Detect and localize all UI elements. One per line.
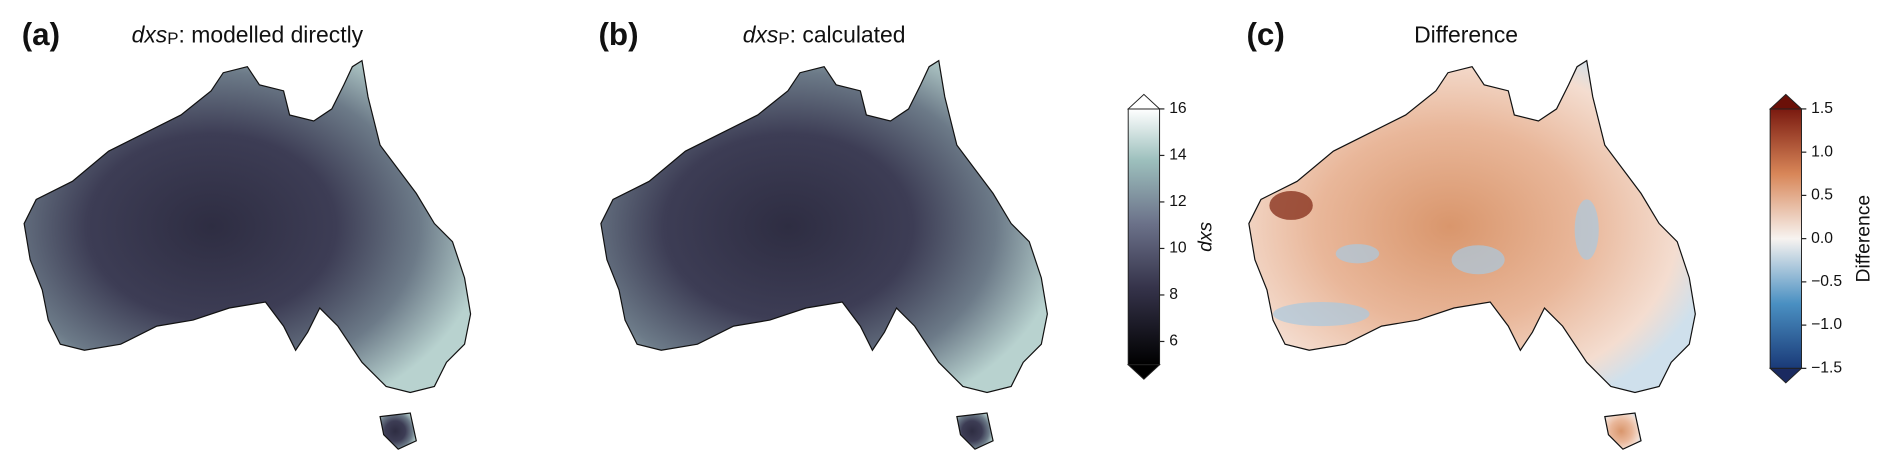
map-land	[379, 412, 417, 450]
title-variable: dxs	[132, 22, 168, 48]
map-land	[956, 412, 994, 450]
map-patch	[1335, 244, 1380, 264]
colorbar-tick-label: −1.0	[1811, 316, 1842, 333]
map-patch	[1451, 245, 1505, 275]
colorbar-tick-label: 16	[1169, 100, 1187, 117]
colorbar-extend	[1768, 367, 1803, 384]
title-text: : calculated	[790, 22, 906, 48]
title-text: Difference	[1414, 22, 1518, 48]
colorbar-tick-label: −1.5	[1811, 359, 1842, 376]
map-land	[23, 59, 472, 394]
panel-title: Difference	[1414, 22, 1518, 48]
colorbar-extend	[1126, 364, 1161, 380]
colorbar-tick-label: 6	[1169, 333, 1178, 350]
panel-title: dxsP: calculated	[743, 22, 906, 49]
panel-label: (c)	[1246, 17, 1284, 52]
colorbar-label: Difference	[1853, 195, 1874, 283]
colorbar-extend	[1768, 93, 1803, 110]
colorbar-tick-label: 1.0	[1811, 143, 1833, 160]
colorbar-tick-label: 0.0	[1811, 230, 1833, 247]
title-subscript: P	[167, 30, 178, 49]
colorbar-tick-label: −0.5	[1811, 273, 1842, 290]
colorbar	[1769, 108, 1802, 369]
colorbar-tick-label: 0.5	[1811, 187, 1833, 204]
map-patch	[1272, 301, 1370, 327]
colorbar-label: dxs	[1196, 221, 1217, 251]
colorbar-tick-label: 8	[1169, 286, 1178, 303]
colorbar-tick-label: 10	[1169, 240, 1187, 257]
colorbar	[1127, 108, 1161, 366]
map-patch	[1574, 199, 1599, 260]
title-subscript: P	[778, 30, 789, 49]
map-land	[1604, 412, 1642, 450]
colorbar-extend	[1126, 93, 1161, 110]
map-land	[600, 59, 1048, 394]
colorbar-tick-label: 1.5	[1811, 100, 1833, 117]
colorbar-tick-label: 12	[1169, 193, 1186, 210]
panel-title: dxsP: modelled directly	[132, 22, 364, 49]
title-text: : modelled directly	[179, 22, 364, 48]
panel-label: (a)	[22, 17, 60, 52]
maps	[23, 59, 1696, 450]
title-variable: dxs	[743, 22, 779, 48]
colorbar-tick-label: 14	[1169, 147, 1187, 164]
map-patch	[1269, 190, 1313, 220]
panel-label: (b)	[598, 17, 638, 52]
map-land	[1248, 59, 1696, 394]
